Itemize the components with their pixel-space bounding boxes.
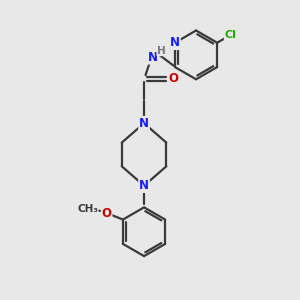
Text: CH₃: CH₃ <box>77 204 98 214</box>
Text: N: N <box>148 51 158 64</box>
Text: N: N <box>139 117 149 130</box>
Text: Cl: Cl <box>225 30 236 40</box>
Text: N: N <box>170 36 180 49</box>
Text: N: N <box>139 179 149 192</box>
Text: H: H <box>157 46 166 56</box>
Text: O: O <box>168 72 178 85</box>
Text: O: O <box>102 206 112 220</box>
